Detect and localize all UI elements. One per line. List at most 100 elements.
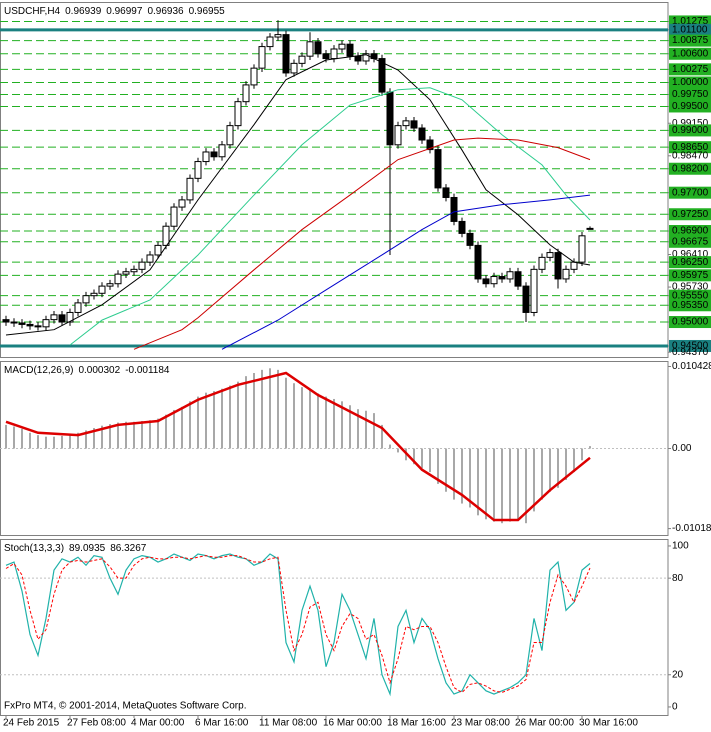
ohlc-value: 0.96936	[147, 6, 184, 17]
candle-body	[330, 48, 338, 60]
y-tick-label: 0.98470	[672, 150, 709, 161]
candle-body	[210, 151, 218, 158]
indicator-value: 0.000302	[78, 365, 120, 376]
y-tick-label: 0.95350	[672, 300, 709, 311]
candle-body	[402, 120, 410, 127]
candle-body	[162, 225, 170, 246]
candle-body	[538, 256, 546, 270]
candle-body	[218, 144, 226, 158]
y-tick-box	[669, 124, 711, 137]
y-tick-label: 0.97250	[672, 209, 709, 220]
y-tick-box	[669, 299, 711, 312]
y-tick-label: 0.96250	[672, 257, 709, 268]
y-tick-label: 1.00600	[672, 48, 709, 59]
candle-body	[274, 34, 282, 38]
indicator-value: -0.001184	[125, 365, 170, 376]
candle-body	[42, 319, 50, 328]
x-tick-label: 27 Feb 08:00	[67, 718, 126, 729]
candle-body	[314, 41, 322, 55]
y-tick-label: 0.96675	[672, 236, 709, 247]
indicator-name: Stoch(13,3,3)	[4, 543, 64, 554]
y-tick-label: 1.01100	[672, 24, 708, 35]
candle-body	[122, 271, 130, 275]
candle-body	[466, 232, 474, 246]
candle-body	[554, 252, 562, 280]
candle-body	[2, 319, 10, 323]
y-tick-label: 0.98650	[672, 142, 709, 153]
y-tick-box	[669, 47, 711, 60]
panel-label: USDCHF,H4 0.96939 0.96997 0.96936 0.96955	[4, 6, 225, 17]
y-tick-label: 0.94500	[672, 341, 709, 352]
y-tick-label: 0.99750	[672, 89, 709, 100]
candle-body	[490, 276, 498, 285]
y-tick-label: 0.99500	[672, 101, 709, 112]
moving-average	[5, 54, 591, 336]
y-tick-label: 20	[672, 669, 684, 680]
stoch-signal	[5, 555, 591, 694]
moving-average	[133, 137, 591, 350]
candle-body	[146, 254, 154, 263]
candle-body	[458, 220, 466, 234]
y-tick-label: 80	[672, 573, 684, 584]
candle-body	[58, 314, 66, 323]
y-tick-label: -0.010186	[672, 523, 711, 534]
x-tick-label: 18 Mar 16:00	[387, 718, 446, 729]
y-tick-label: 0.95000	[672, 317, 709, 328]
candle-body	[26, 323, 34, 327]
ohlc-value: 0.96955	[189, 6, 226, 17]
candle-body	[282, 34, 290, 74]
x-tick-label: 4 Mar 00:00	[131, 718, 185, 729]
candle-body	[578, 235, 586, 263]
candle-body	[250, 67, 258, 86]
candle-body	[114, 273, 122, 285]
candle-body	[242, 84, 250, 103]
y-tick-label: 1.00875	[672, 35, 709, 46]
candle-body	[386, 91, 394, 146]
y-tick-label: 1.00000	[672, 77, 709, 88]
y-tick-box	[669, 100, 711, 113]
panel-label: MACD(12,26,9) 0.000302 -0.001184	[4, 365, 170, 376]
y-tick-label: 0.99150	[672, 118, 709, 129]
candle-body	[258, 46, 266, 69]
ohlc-value: 0.96997	[106, 6, 143, 17]
candle-body	[418, 127, 426, 141]
signal-line	[5, 371, 591, 522]
candle-body	[82, 295, 90, 304]
y-tick-label: 0.00	[672, 443, 692, 454]
candle-body	[266, 36, 274, 48]
candle-body	[586, 227, 594, 230]
candle-body	[362, 53, 370, 62]
candle-body	[522, 285, 530, 313]
y-tick-label: 0.95975	[672, 270, 709, 281]
candle-body	[194, 161, 202, 179]
y-tick-box	[669, 225, 711, 238]
price-plot	[0, 20, 668, 350]
candle-body	[546, 252, 554, 258]
candle-body	[306, 41, 314, 57]
y-tick-label: 0.010428	[672, 361, 711, 372]
candle-body	[394, 125, 402, 146]
candle-body	[426, 139, 434, 151]
candle-body	[90, 292, 98, 297]
symbol: USDCHF,H4	[4, 6, 61, 17]
y-tick-box	[669, 186, 711, 199]
candle-body	[354, 55, 362, 62]
candle-body	[74, 302, 82, 313]
y-tick-label: 0.94370	[672, 347, 709, 358]
copyright: FxPro MT4, © 2001-2014, MetaQuotes Softw…	[4, 701, 246, 712]
y-tick-box	[669, 256, 711, 269]
y-tick-box	[669, 141, 711, 154]
x-tick-label: 16 Mar 00:00	[323, 718, 382, 729]
y-tick-box	[669, 208, 711, 221]
y-tick-box	[669, 23, 711, 36]
candle-body	[570, 261, 578, 270]
x-tick-label: 24 Feb 2015	[3, 718, 60, 729]
x-tick-label: 11 Mar 08:00	[259, 718, 318, 729]
y-tick-box	[669, 63, 711, 76]
y-tick-label: 0.95550	[672, 290, 709, 301]
ohlc-value: 0.96939	[65, 6, 102, 17]
x-tick-label: 26 Mar 00:00	[515, 718, 574, 729]
y-tick-box	[669, 34, 711, 47]
